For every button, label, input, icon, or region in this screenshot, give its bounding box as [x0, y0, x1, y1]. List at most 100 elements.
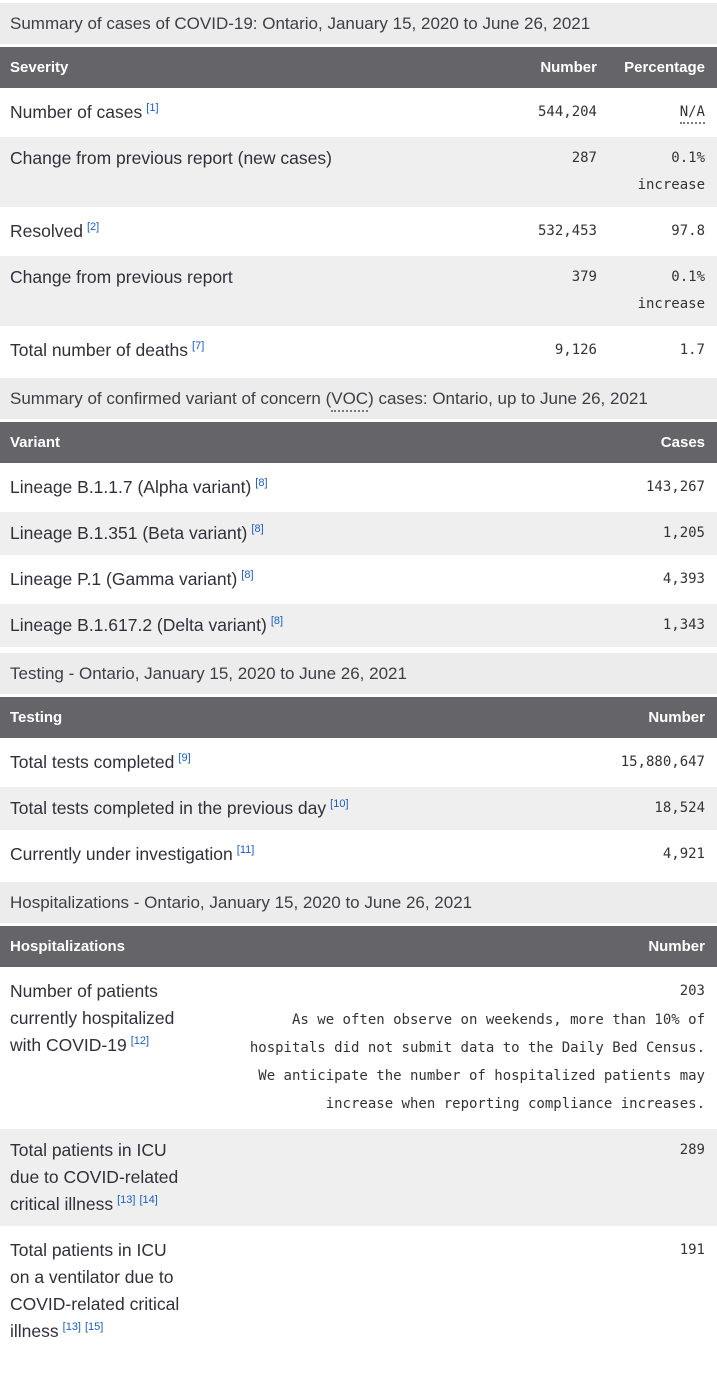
row-number-cell: 289 — [206, 1129, 717, 1229]
footnote-link[interactable]: [14] — [139, 1194, 158, 1207]
cases-table: Severity Number Percentage Number of cas… — [0, 47, 717, 375]
footnote-link[interactable]: [10] — [330, 798, 349, 811]
voc-section-title: Summary of confirmed variant of concern … — [0, 378, 717, 419]
row-number: 143,267 — [577, 466, 717, 512]
column-header-percentage: Percentage — [609, 47, 717, 91]
row-label-text: Total tests completed — [10, 752, 175, 772]
row-number: 9,126 — [497, 329, 609, 375]
footnote-link[interactable]: [9] — [178, 752, 191, 765]
footnote-link[interactable]: [11] — [236, 844, 255, 857]
row-label-text: Change from previous report — [10, 267, 233, 287]
row-number: 203 — [679, 983, 705, 999]
testing-header-row: Testing Number — [0, 697, 717, 741]
row-label: Lineage B.1.1.7 (Alpha variant) [8] — [0, 466, 577, 512]
row-label-text: Currently under investigation — [10, 844, 233, 864]
row-label: Total patients in ICU on a ventilator du… — [0, 1229, 206, 1356]
column-header-cases: Cases — [577, 422, 717, 466]
footnote-ref: [2] — [87, 221, 99, 233]
row-number-cell: 191 — [206, 1229, 717, 1356]
footnote-ref: [10] — [330, 798, 348, 810]
footnote-ref: [8] — [251, 523, 263, 535]
footnote-ref: [11] — [237, 844, 255, 856]
table-row: Change from previous report (new cases) … — [0, 137, 717, 210]
hospitalizations-section-title: Hospitalizations - Ontario, January 15, … — [0, 882, 717, 923]
footnote-link[interactable]: [2] — [86, 221, 100, 234]
footnote-link[interactable]: [7] — [192, 340, 205, 353]
testing-section-title: Testing - Ontario, January 15, 2020 to J… — [0, 653, 717, 694]
percentage-text: 97.8 — [671, 223, 705, 239]
table-row: Lineage P.1 (Gamma variant) [8] 4,393 — [0, 558, 717, 604]
row-number: 15,880,647 — [577, 741, 717, 787]
row-label-text: Number of patients currently hospitalize… — [10, 981, 175, 1055]
row-number-cell: 203 As we often observe on weekends, mor… — [206, 970, 717, 1129]
row-percentage: 0.1% increase — [609, 256, 717, 329]
table-row: Total patients in ICU on a ventilator du… — [0, 1229, 717, 1356]
footnote-link[interactable]: [8] — [251, 523, 264, 536]
row-number: 544,204 — [497, 91, 609, 137]
row-label: Lineage B.1.351 (Beta variant) [8] — [0, 512, 577, 558]
row-label: Total tests completed in the previous da… — [0, 787, 577, 833]
testing-section-title-text: Testing - Ontario, January 15, 2020 to J… — [10, 664, 407, 683]
row-number: 532,453 — [497, 210, 609, 256]
row-label-text: Total patients in ICU on a ventilator du… — [10, 1240, 180, 1341]
row-percentage: N/A — [609, 91, 717, 137]
footnote-link[interactable]: [13] — [117, 1194, 136, 1207]
footnote-ref: [8] — [241, 569, 253, 581]
row-percentage: 97.8 — [609, 210, 717, 256]
table-row: Number of cases [1] 544,204 N/A — [0, 91, 717, 137]
column-header-number: Number — [497, 47, 609, 91]
percentage-text: 0.1% increase — [637, 150, 705, 193]
footnote-link[interactable]: [1] — [146, 102, 159, 115]
testing-table: Testing Number Total tests completed [9] … — [0, 697, 717, 879]
row-label-text: Resolved — [10, 221, 83, 241]
column-header-number: Number — [577, 697, 717, 741]
hospitalizations-section-title-text: Hospitalizations - Ontario, January 15, … — [10, 893, 473, 912]
row-label: Change from previous report (new cases) — [0, 137, 497, 210]
row-label: Total tests completed [9] — [0, 741, 577, 787]
footnote-link[interactable]: [8] — [255, 477, 268, 490]
voc-table: Variant Cases Lineage B.1.1.7 (Alpha var… — [0, 422, 717, 650]
footnote-ref: [12] — [131, 1035, 149, 1047]
column-header-number: Number — [206, 926, 717, 970]
row-number: 4,921 — [577, 833, 717, 879]
table-row: Lineage B.1.617.2 (Delta variant) [8] 1,3… — [0, 604, 717, 650]
table-row: Currently under investigation [11] 4,921 — [0, 833, 717, 879]
table-row: Total tests completed [9] 15,880,647 — [0, 741, 717, 787]
footnote-ref: [7] — [192, 340, 204, 352]
row-label: Change from previous report — [0, 256, 497, 329]
row-number: 191 — [679, 1242, 705, 1258]
row-label: Number of patients currently hospitalize… — [0, 970, 206, 1129]
row-label-text: Lineage B.1.1.7 (Alpha variant) — [10, 477, 252, 497]
na-abbreviation: N/A — [679, 104, 705, 124]
row-label: Lineage B.1.617.2 (Delta variant) [8] — [0, 604, 577, 650]
row-number: 287 — [497, 137, 609, 210]
row-number: 379 — [497, 256, 609, 329]
voc-abbreviation: VOC — [331, 389, 369, 412]
hospitalizations-header-row: Hospitalizations Number — [0, 926, 717, 970]
percentage-text: 0.1% increase — [637, 269, 705, 312]
footnote-ref: [15] — [85, 1321, 103, 1333]
row-label-text: Total patients in ICU due to COVID-relat… — [10, 1140, 179, 1214]
footnote-link[interactable]: [8] — [241, 569, 254, 582]
row-label-text: Total number of deaths — [10, 340, 189, 360]
column-header-variant: Variant — [0, 422, 577, 466]
footnote-link[interactable]: [13] — [62, 1321, 81, 1334]
row-number: 1,205 — [577, 512, 717, 558]
row-label: Lineage P.1 (Gamma variant) [8] — [0, 558, 577, 604]
row-label-text: Total tests completed in the previous da… — [10, 798, 327, 818]
hospitalizations-table: Hospitalizations Number Number of patien… — [0, 926, 717, 1356]
column-header-severity: Severity — [0, 47, 497, 91]
row-label: Total number of deaths [7] — [0, 329, 497, 375]
table-row: Change from previous report 379 0.1% inc… — [0, 256, 717, 329]
footnote-link[interactable]: [8] — [270, 615, 284, 628]
row-label-text: Lineage B.1.617.2 (Delta variant) — [10, 615, 267, 635]
footnote-link[interactable]: [12] — [130, 1035, 150, 1048]
cases-section-title-text: Summary of cases of COVID-19: Ontario, J… — [10, 14, 591, 33]
footnote-link[interactable]: [15] — [85, 1321, 104, 1334]
column-header-hospitalizations: Hospitalizations — [0, 926, 206, 970]
row-label: Currently under investigation [11] — [0, 833, 577, 879]
row-number: 1,343 — [577, 604, 717, 650]
footnote-ref: [13] — [117, 1194, 135, 1206]
table-row: Total number of deaths [7] 9,126 1.7 — [0, 329, 717, 375]
row-number: 18,524 — [577, 787, 717, 833]
